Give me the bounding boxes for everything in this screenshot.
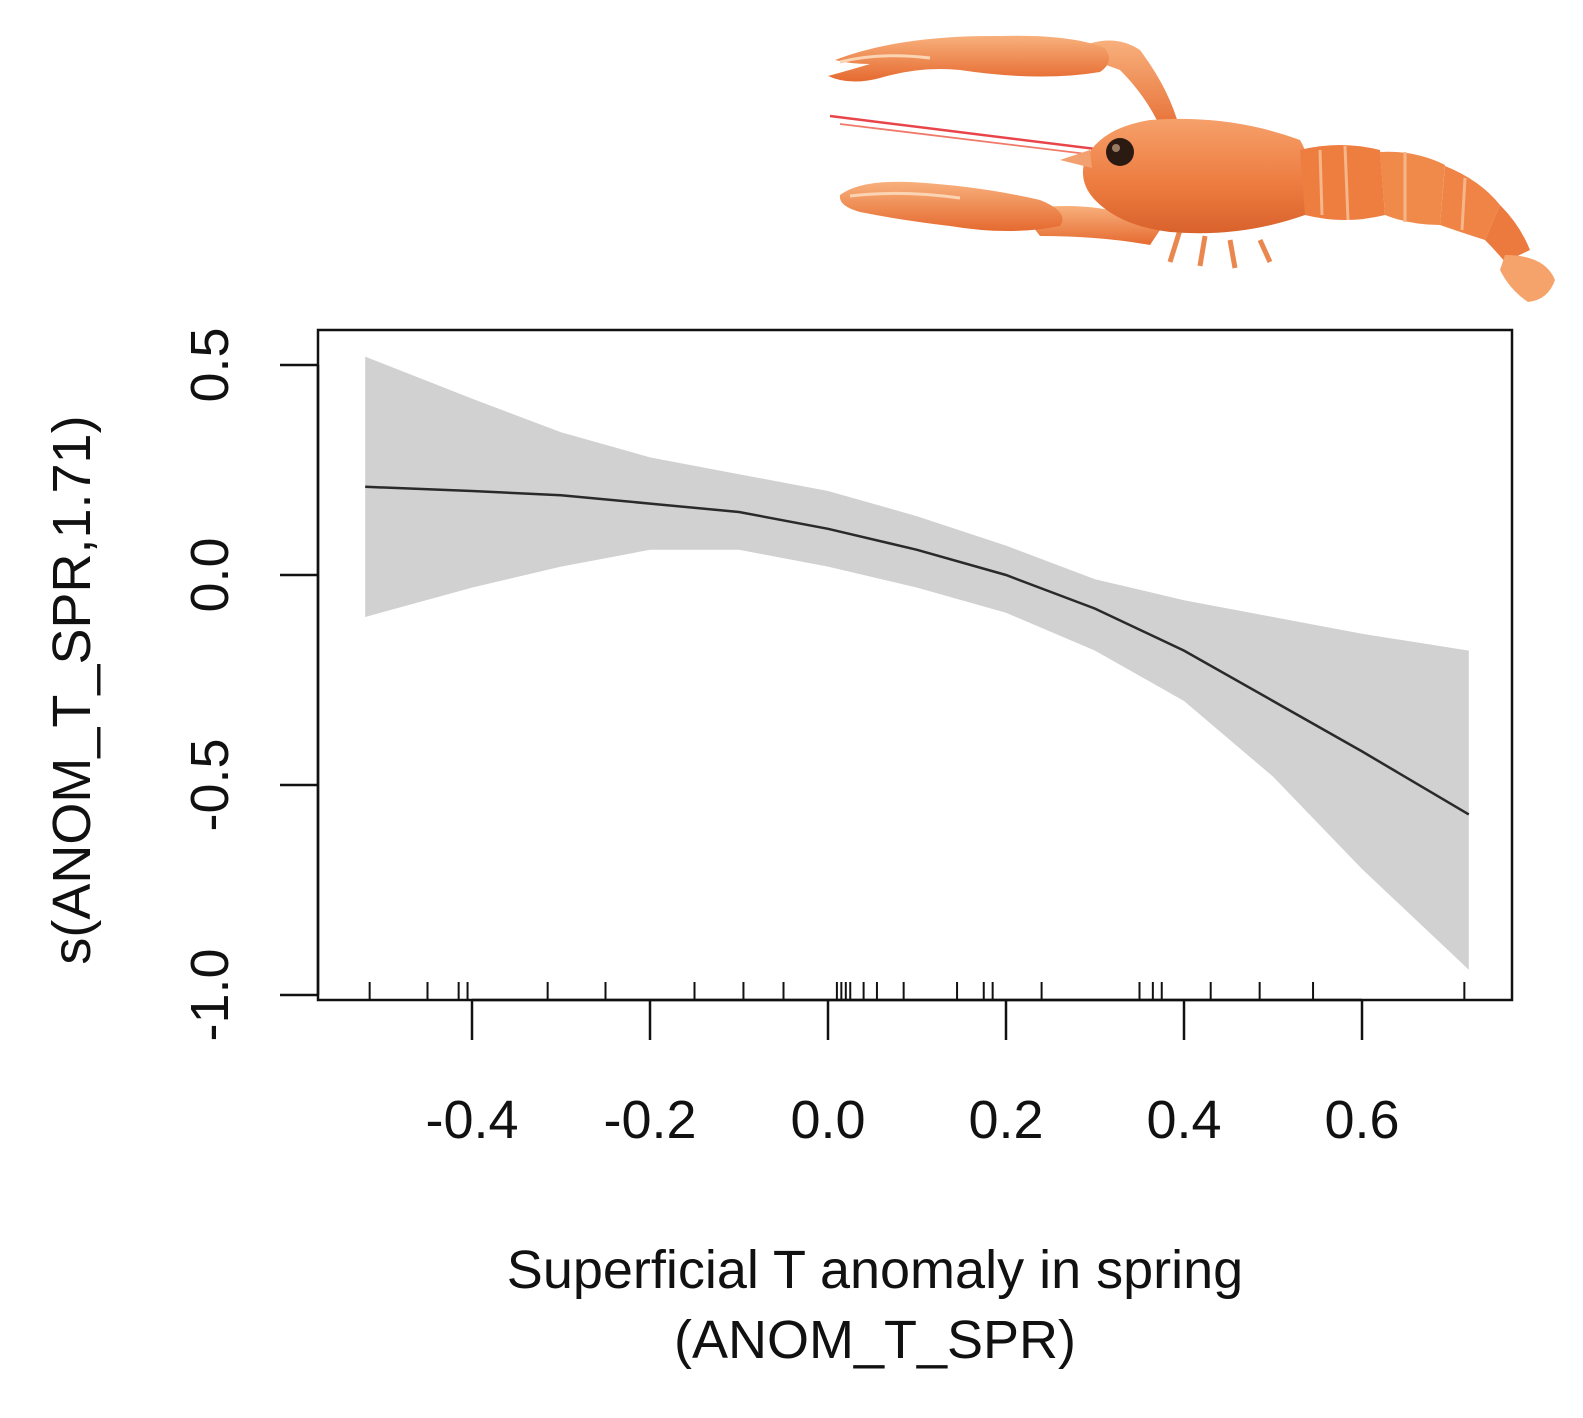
x-axis-title-line2: (ANOM_T_SPR) bbox=[674, 1310, 1076, 1370]
langoustine-eye bbox=[1106, 138, 1134, 166]
langoustine-claw bbox=[839, 54, 931, 64]
langoustine-tail bbox=[1380, 151, 1445, 225]
y-tick-label: 0.0 bbox=[180, 537, 240, 612]
x-tick-label: 0.0 bbox=[790, 1090, 865, 1150]
y-tick-label: 0.5 bbox=[180, 327, 240, 402]
x-tick-label: -0.4 bbox=[425, 1090, 518, 1150]
langoustine-eye bbox=[1112, 144, 1120, 152]
langoustine-claw bbox=[839, 181, 1063, 231]
x-tick-label: -0.2 bbox=[603, 1090, 696, 1150]
y-tick-label: -1.0 bbox=[180, 948, 240, 1041]
langoustine-body bbox=[1082, 118, 1312, 234]
x-tick-label: 0.2 bbox=[968, 1090, 1043, 1150]
langoustine-claw bbox=[828, 35, 1109, 82]
langoustine-image bbox=[828, 35, 1555, 302]
x-axis-title-line1: Superficial T anomaly in spring bbox=[507, 1240, 1243, 1300]
langoustine-leg bbox=[1167, 229, 1273, 269]
langoustine-body bbox=[1318, 145, 1467, 231]
langoustine-antenna bbox=[839, 123, 1121, 159]
smooth-line bbox=[365, 485, 1470, 816]
y-axis-title: s(ANOM_T_SPR,1.71) bbox=[42, 415, 102, 964]
langoustine-tail bbox=[1485, 205, 1530, 262]
x-tick-label: 0.4 bbox=[1146, 1090, 1221, 1150]
langoustine-tail bbox=[1300, 145, 1385, 220]
x-tick-label: 0.6 bbox=[1324, 1090, 1399, 1150]
y-tick-label: -0.5 bbox=[180, 738, 240, 831]
langoustine-antenna bbox=[829, 114, 1121, 154]
plot-area: -0.4 -0.2 0.0 0.2 0.4 0.6 -1.0 -0.5 0.0 0.5 bbox=[180, 327, 1514, 1150]
langoustine-body bbox=[1060, 150, 1092, 168]
langoustine-tail bbox=[1440, 166, 1500, 240]
langoustine-claw bbox=[849, 191, 961, 200]
confidence-band bbox=[365, 356, 1469, 970]
x-axis: -0.4 -0.2 0.0 0.2 0.4 0.6 bbox=[425, 998, 1400, 1150]
langoustine-tail-fan bbox=[1500, 255, 1555, 302]
y-axis: -1.0 -0.5 0.0 0.5 bbox=[180, 327, 320, 1042]
rug-marks bbox=[368, 982, 1466, 1000]
